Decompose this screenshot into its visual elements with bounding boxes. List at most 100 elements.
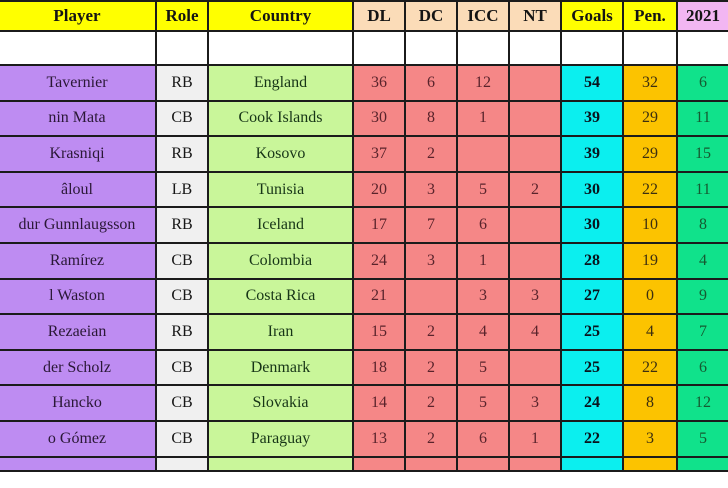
player-cell[interactable]: dur Gunnlaugsson — [0, 206, 157, 244]
nt-cell[interactable] — [508, 455, 562, 472]
empty-cell[interactable] — [508, 30, 562, 66]
empty-cell[interactable] — [560, 30, 624, 66]
pen-cell[interactable]: 22 — [622, 170, 678, 209]
pen-cell[interactable]: 10 — [622, 206, 678, 244]
empty-cell[interactable] — [207, 30, 354, 66]
nt-cell[interactable] — [508, 99, 562, 138]
role-cell[interactable]: CB — [155, 277, 209, 316]
pen-cell[interactable]: 3 — [622, 419, 678, 458]
year-2021-cell[interactable]: 7 — [676, 313, 728, 351]
nt-cell[interactable] — [508, 135, 562, 173]
dl-cell[interactable]: 37 — [352, 135, 406, 173]
country-cell[interactable]: Costa Rica — [207, 277, 354, 316]
col-header-role[interactable]: Role — [155, 0, 209, 32]
col-header-player[interactable]: Player — [0, 0, 157, 32]
goals-cell[interactable]: 25 — [560, 313, 624, 351]
player-cell[interactable]: nin Mata — [0, 99, 157, 138]
year-2021-cell[interactable]: 4 — [676, 241, 728, 280]
dl-cell[interactable]: 24 — [352, 241, 406, 280]
dc-cell[interactable]: 2 — [404, 384, 458, 422]
country-cell[interactable]: Slovakia — [207, 384, 354, 422]
icc-cell[interactable]: 6 — [456, 419, 510, 458]
goals-cell[interactable]: 30 — [560, 170, 624, 209]
nt-cell[interactable]: 4 — [508, 313, 562, 351]
empty-cell[interactable] — [155, 30, 209, 66]
player-cell[interactable]: Tavernier — [0, 64, 157, 102]
nt-cell[interactable]: 1 — [508, 419, 562, 458]
pen-cell[interactable]: 4 — [622, 313, 678, 351]
dl-cell[interactable]: 30 — [352, 99, 406, 138]
col-header-icc[interactable]: ICC — [456, 0, 510, 32]
empty-cell[interactable] — [456, 30, 510, 66]
country-cell[interactable]: England — [207, 64, 354, 102]
role-cell[interactable]: CB — [155, 348, 209, 387]
empty-cell[interactable] — [622, 30, 678, 66]
player-cell[interactable]: der Scholz — [0, 348, 157, 387]
dc-cell[interactable]: 8 — [404, 99, 458, 138]
player-cell[interactable]: Rezaeian — [0, 313, 157, 351]
dl-cell[interactable]: 14 — [352, 384, 406, 422]
player-cell[interactable]: Ramírez — [0, 241, 157, 280]
player-cell[interactable]: âloul — [0, 170, 157, 209]
nt-cell[interactable]: 3 — [508, 384, 562, 422]
dl-cell[interactable]: 15 — [352, 313, 406, 351]
dc-cell[interactable]: 2 — [404, 419, 458, 458]
pen-cell[interactable]: 32 — [622, 64, 678, 102]
icc-cell[interactable]: 4 — [456, 313, 510, 351]
pen-cell[interactable]: 22 — [622, 348, 678, 387]
year-2021-cell[interactable] — [676, 455, 728, 472]
goals-cell[interactable]: 25 — [560, 348, 624, 387]
icc-cell[interactable] — [456, 455, 510, 472]
icc-cell[interactable]: 5 — [456, 384, 510, 422]
role-cell[interactable]: CB — [155, 419, 209, 458]
dc-cell[interactable] — [404, 277, 458, 316]
country-cell[interactable]: Kosovo — [207, 135, 354, 173]
col-header-country[interactable]: Country — [207, 0, 354, 32]
player-cell[interactable]: Krasniqi — [0, 135, 157, 173]
year-2021-cell[interactable]: 12 — [676, 384, 728, 422]
pen-cell[interactable]: 0 — [622, 277, 678, 316]
icc-cell[interactable]: 1 — [456, 99, 510, 138]
icc-cell[interactable]: 1 — [456, 241, 510, 280]
dc-cell[interactable]: 3 — [404, 170, 458, 209]
player-cell[interactable]: Hancko — [0, 384, 157, 422]
col-header-pen[interactable]: Pen. — [622, 0, 678, 32]
empty-cell[interactable] — [352, 30, 406, 66]
country-cell[interactable]: Iceland — [207, 206, 354, 244]
pen-cell[interactable]: 19 — [622, 241, 678, 280]
player-cell[interactable]: o Gómez — [0, 419, 157, 458]
pen-cell[interactable]: 8 — [622, 384, 678, 422]
goals-cell[interactable]: 39 — [560, 99, 624, 138]
country-cell[interactable]: Colombia — [207, 241, 354, 280]
icc-cell[interactable]: 6 — [456, 206, 510, 244]
pen-cell[interactable]: 29 — [622, 135, 678, 173]
goals-cell[interactable]: 27 — [560, 277, 624, 316]
country-cell[interactable]: Cook Islands — [207, 99, 354, 138]
dc-cell[interactable]: 2 — [404, 135, 458, 173]
role-cell[interactable]: LB — [155, 170, 209, 209]
goals-cell[interactable]: 24 — [560, 384, 624, 422]
dl-cell[interactable] — [352, 455, 406, 472]
goals-cell[interactable]: 30 — [560, 206, 624, 244]
dc-cell[interactable]: 2 — [404, 313, 458, 351]
country-cell[interactable]: Tunisia — [207, 170, 354, 209]
nt-cell[interactable] — [508, 241, 562, 280]
col-header-nt[interactable]: NT — [508, 0, 562, 32]
country-cell[interactable] — [207, 455, 354, 472]
empty-cell[interactable] — [404, 30, 458, 66]
icc-cell[interactable] — [456, 135, 510, 173]
year-2021-cell[interactable]: 5 — [676, 419, 728, 458]
role-cell[interactable]: RB — [155, 313, 209, 351]
pen-cell[interactable] — [622, 455, 678, 472]
year-2021-cell[interactable]: 6 — [676, 348, 728, 387]
year-2021-cell[interactable]: 8 — [676, 206, 728, 244]
year-2021-cell[interactable]: 15 — [676, 135, 728, 173]
year-2021-cell[interactable]: 9 — [676, 277, 728, 316]
col-header-goals[interactable]: Goals — [560, 0, 624, 32]
pen-cell[interactable]: 29 — [622, 99, 678, 138]
empty-cell[interactable] — [676, 30, 728, 66]
role-cell[interactable]: RB — [155, 135, 209, 173]
role-cell[interactable]: CB — [155, 384, 209, 422]
country-cell[interactable]: Iran — [207, 313, 354, 351]
icc-cell[interactable]: 5 — [456, 170, 510, 209]
